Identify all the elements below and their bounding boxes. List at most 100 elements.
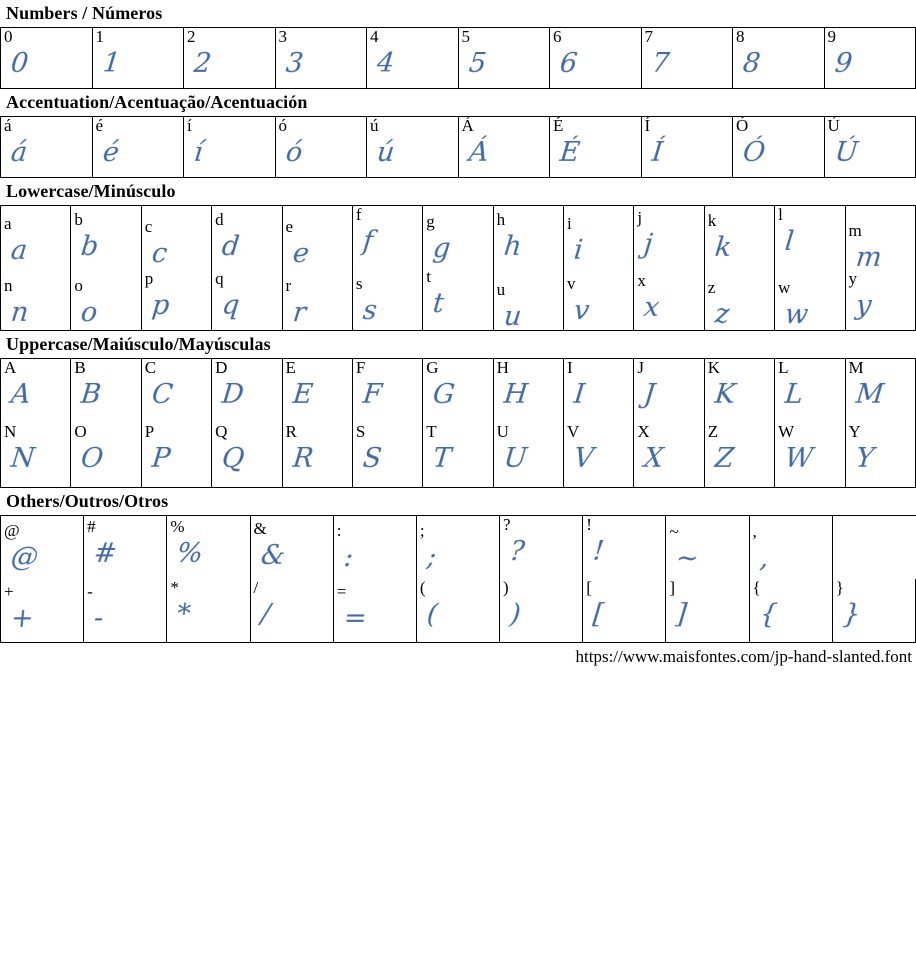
glyph-cell-others-;[interactable]: ;; bbox=[415, 515, 501, 579]
glyph-cell-others-@[interactable]: @ @ bbox=[0, 515, 85, 579]
glyph-cell-others-/[interactable]: / / bbox=[249, 579, 334, 643]
glyph-cell-others-,[interactable]: ,, bbox=[748, 515, 833, 579]
glyph-cell-others-][interactable]: ]] bbox=[665, 579, 750, 643]
glyph-cell-others-&[interactable]: & & bbox=[249, 515, 334, 579]
glyph-cell-others-}[interactable]: }} bbox=[831, 579, 916, 643]
glyph-cell-others-%[interactable]: %% bbox=[166, 515, 251, 579]
glyph-cell-others-)[interactable]: )) bbox=[499, 579, 584, 643]
glyph-cell-others-*[interactable]: * * bbox=[166, 579, 251, 643]
glyph-cell-others-{[interactable]: {{ bbox=[748, 579, 833, 643]
glyph-cell-others-=[interactable]: = = bbox=[332, 579, 417, 643]
glyph-cell-others--[interactable]: -- bbox=[83, 579, 168, 643]
glyph-cell-others-#[interactable]: # # bbox=[83, 515, 168, 579]
glyph-cell-others-([interactable]: (( bbox=[415, 579, 501, 643]
source-url[interactable]: https://www.maisfontes.com/jp-hand-slant… bbox=[575, 647, 912, 666]
glyph-cell-others-![interactable]: !! bbox=[582, 515, 667, 579]
char-label: R bbox=[285, 423, 297, 441]
glyph-cell-others-+[interactable]: + + bbox=[0, 579, 85, 643]
glyph-cell-others-~[interactable]: ~ ~ bbox=[665, 515, 750, 579]
glyph-cell-others-:[interactable]: :: bbox=[332, 515, 417, 579]
char-label: A bbox=[4, 358, 17, 377]
glyph-cell-others-[[interactable]: [[ bbox=[582, 579, 667, 643]
glyph-cell-others-?[interactable]: ?? bbox=[499, 515, 584, 579]
glyph-sample: d bbox=[220, 231, 242, 262]
